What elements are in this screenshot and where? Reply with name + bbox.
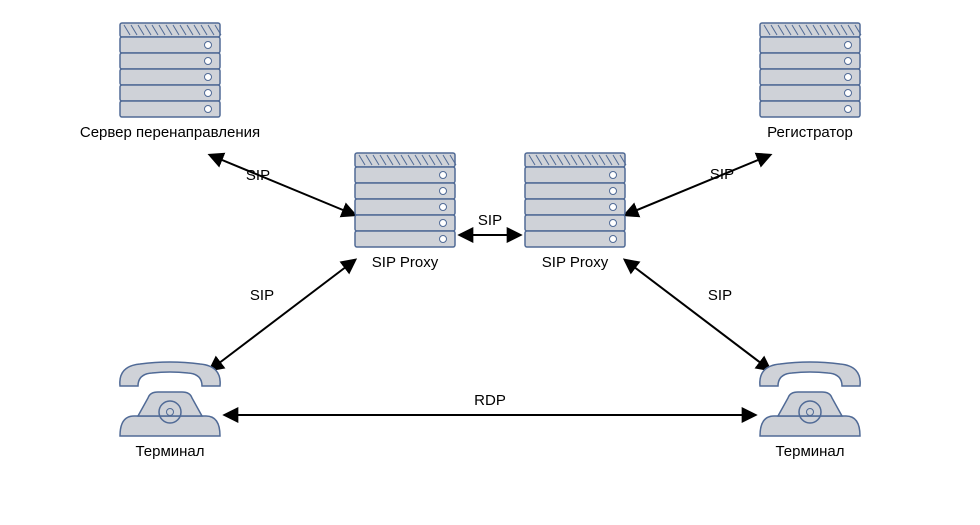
- edge-terminal_left-sip_proxy_left: SIP: [210, 260, 355, 370]
- edge-label: SIP: [710, 166, 734, 183]
- edge-line: [625, 260, 770, 370]
- edge-terminal_right-sip_proxy_right: SIP: [625, 260, 770, 370]
- sip_proxy_left-node: SIP Proxy: [355, 153, 456, 271]
- sip_proxy_right-label: SIP Proxy: [542, 254, 609, 271]
- edges-layer: SIP SIP SIP SIP SIP RDP: [210, 155, 770, 415]
- terminal_left-label: Терминал: [135, 443, 204, 460]
- terminal_left-node: Терминал: [120, 362, 220, 460]
- sip-network-diagram: SIP SIP SIP SIP SIP RDP Сервер перенаправлени…: [0, 0, 980, 525]
- edge-line: [210, 155, 355, 215]
- redirect_server-label: Сервер перенаправления: [80, 124, 260, 141]
- edge-sip_proxy_left-sip_proxy_right: SIP: [460, 212, 520, 235]
- sip_proxy_right-node: SIP Proxy: [525, 153, 626, 271]
- edge-label: SIP: [250, 287, 274, 304]
- edge-line: [625, 155, 770, 215]
- sip_proxy_left-label: SIP Proxy: [372, 254, 439, 271]
- edge-line: [210, 260, 355, 370]
- nodes-layer: Сервер перенаправления Регистратор SIP Pro…: [80, 23, 861, 460]
- edge-label: SIP: [246, 167, 270, 184]
- registrar-node: Регистратор: [760, 23, 861, 141]
- edge-redirect_server-sip_proxy_left: SIP: [210, 155, 355, 215]
- redirect_server-node: Сервер перенаправления: [80, 23, 260, 141]
- edge-label: SIP: [478, 212, 502, 229]
- terminal_right-label: Терминал: [775, 443, 844, 460]
- terminal_right-node: Терминал: [760, 362, 860, 460]
- edge-label: RDP: [474, 392, 506, 409]
- registrar-label: Регистратор: [767, 124, 853, 141]
- edge-label: SIP: [708, 287, 732, 304]
- edge-registrar-sip_proxy_right: SIP: [625, 155, 770, 215]
- edge-terminal_left-terminal_right: RDP: [225, 392, 755, 415]
